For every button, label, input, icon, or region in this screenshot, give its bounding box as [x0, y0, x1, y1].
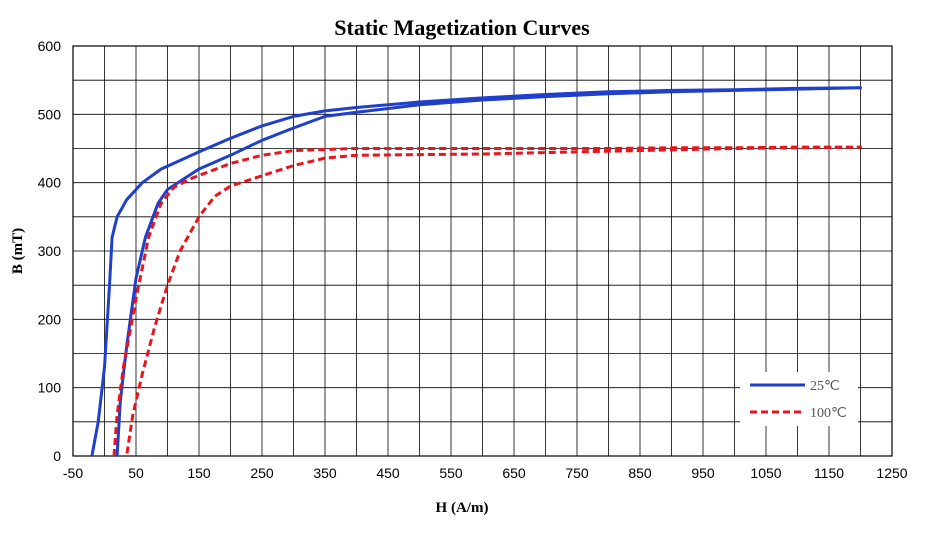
- x-tick-label: 50: [128, 465, 144, 481]
- series-line-100c: [112, 145, 862, 457]
- x-tick-label: 1050: [750, 465, 781, 481]
- y-tick-label: 500: [38, 106, 62, 122]
- x-tick-label: 850: [628, 465, 652, 481]
- x-tick-label: 1250: [876, 465, 907, 481]
- chart-title: Static Magetization Curves: [334, 15, 590, 40]
- legend-label: 100℃: [810, 406, 847, 421]
- y-axis-label: B (mT): [10, 228, 26, 274]
- y-tick-label: 600: [38, 38, 62, 54]
- y-tick-label: 400: [38, 175, 62, 191]
- legend: 25℃ 100℃: [740, 372, 858, 426]
- y-tick-labels: 0 100 200 300 400 500 600: [38, 38, 62, 464]
- x-tick-label: -50: [63, 465, 83, 481]
- y-tick-label: 100: [38, 380, 62, 396]
- plot-frame: [72, 45, 893, 457]
- series-curves: [90, 86, 862, 457]
- series-line-25c: [90, 86, 862, 457]
- x-tick-label: 350: [313, 465, 337, 481]
- x-tick-label: 150: [187, 465, 211, 481]
- legend-label: 25℃: [810, 379, 840, 394]
- x-tick-label: 450: [376, 465, 400, 481]
- x-tick-labels: -50 50 150 250 350 450 550 650 750 850 950 1050 1150…: [63, 465, 908, 481]
- x-axis-label: H (A/m): [436, 500, 489, 516]
- y-tick-label: 0: [53, 448, 61, 464]
- x-tick-label: 750: [565, 465, 589, 481]
- x-tick-label: 1150: [814, 465, 844, 481]
- y-tick-label: 300: [38, 243, 62, 259]
- x-tick-label: 250: [250, 465, 274, 481]
- y-tick-label: 200: [38, 311, 62, 327]
- x-tick-label: 650: [502, 465, 526, 481]
- x-tick-label: 950: [691, 465, 715, 481]
- x-tick-label: 550: [439, 465, 463, 481]
- legend-box: [740, 372, 858, 426]
